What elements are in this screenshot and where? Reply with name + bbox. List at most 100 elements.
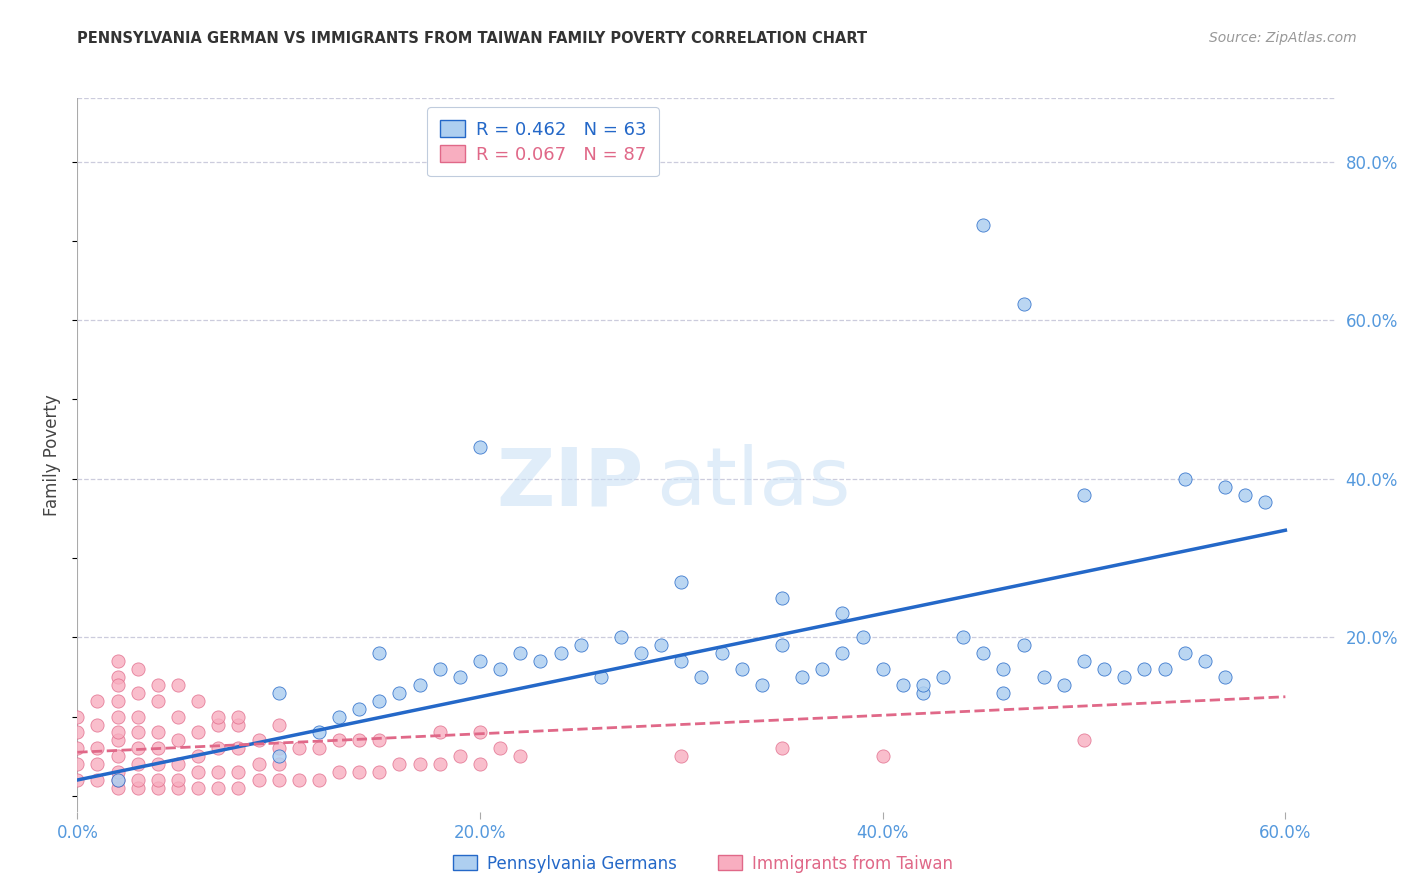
Point: [671, 654, 693, 668]
Point: [770, 638, 793, 652]
Point: [107, 694, 129, 708]
Point: [408, 678, 430, 692]
Point: [187, 694, 209, 708]
Point: [107, 654, 129, 668]
Point: [187, 765, 209, 780]
Point: [610, 630, 633, 644]
Point: [107, 780, 129, 795]
Point: [187, 725, 209, 739]
Point: [1114, 670, 1136, 684]
Legend: Pennsylvania Germans, Immigrants from Taiwan: Pennsylvania Germans, Immigrants from Ta…: [447, 848, 959, 880]
Point: [811, 662, 834, 676]
Point: [449, 670, 471, 684]
Point: [388, 757, 411, 772]
Point: [167, 780, 190, 795]
Point: [127, 662, 149, 676]
Point: [1073, 654, 1095, 668]
Point: [1012, 638, 1035, 652]
Point: [187, 749, 209, 764]
Point: [1073, 733, 1095, 747]
Point: [630, 646, 652, 660]
Point: [509, 749, 531, 764]
Point: [228, 709, 250, 723]
Point: [952, 630, 974, 644]
Point: [66, 757, 89, 772]
Point: [1234, 487, 1257, 501]
Point: [267, 741, 290, 756]
Point: [146, 741, 169, 756]
Point: [207, 741, 229, 756]
Point: [328, 709, 350, 723]
Point: [86, 694, 108, 708]
Point: [107, 749, 129, 764]
Point: [1133, 662, 1156, 676]
Point: [831, 607, 853, 621]
Point: [831, 646, 853, 660]
Point: [468, 725, 491, 739]
Point: [770, 741, 793, 756]
Point: [146, 678, 169, 692]
Point: [207, 765, 229, 780]
Point: [368, 694, 391, 708]
Point: [347, 701, 370, 715]
Point: [86, 717, 108, 731]
Point: [127, 780, 149, 795]
Point: [1092, 662, 1115, 676]
Point: [891, 678, 914, 692]
Point: [650, 638, 672, 652]
Point: [107, 725, 129, 739]
Point: [127, 686, 149, 700]
Point: [911, 678, 934, 692]
Point: [1012, 297, 1035, 311]
Point: [993, 662, 1015, 676]
Point: [1073, 487, 1095, 501]
Point: [792, 670, 814, 684]
Point: [751, 678, 773, 692]
Text: atlas: atlas: [657, 444, 851, 523]
Point: [972, 218, 994, 232]
Point: [911, 686, 934, 700]
Point: [86, 741, 108, 756]
Point: [368, 646, 391, 660]
Point: [66, 709, 89, 723]
Point: [146, 757, 169, 772]
Point: [207, 717, 229, 731]
Point: [1213, 480, 1236, 494]
Point: [228, 765, 250, 780]
Point: [66, 772, 89, 787]
Point: [1174, 646, 1197, 660]
Point: [1153, 662, 1175, 676]
Point: [388, 686, 411, 700]
Point: [993, 686, 1015, 700]
Point: [449, 749, 471, 764]
Point: [267, 717, 290, 731]
Point: [127, 709, 149, 723]
Point: [589, 670, 612, 684]
Point: [731, 662, 754, 676]
Point: [489, 662, 512, 676]
Point: [308, 725, 330, 739]
Point: [146, 694, 169, 708]
Point: [228, 717, 250, 731]
Point: [932, 670, 955, 684]
Point: [267, 749, 290, 764]
Point: [167, 678, 190, 692]
Point: [127, 757, 149, 772]
Text: PENNSYLVANIA GERMAN VS IMMIGRANTS FROM TAIWAN FAMILY POVERTY CORRELATION CHART: PENNSYLVANIA GERMAN VS IMMIGRANTS FROM T…: [77, 31, 868, 46]
Point: [247, 757, 270, 772]
Point: [468, 440, 491, 454]
Point: [146, 725, 169, 739]
Point: [368, 765, 391, 780]
Point: [187, 780, 209, 795]
Point: [550, 646, 572, 660]
Point: [86, 757, 108, 772]
Point: [267, 757, 290, 772]
Point: [107, 733, 129, 747]
Point: [671, 749, 693, 764]
Point: [429, 757, 451, 772]
Point: [107, 670, 129, 684]
Y-axis label: Family Poverty: Family Poverty: [44, 394, 62, 516]
Point: [288, 772, 311, 787]
Point: [408, 757, 430, 772]
Point: [468, 654, 491, 668]
